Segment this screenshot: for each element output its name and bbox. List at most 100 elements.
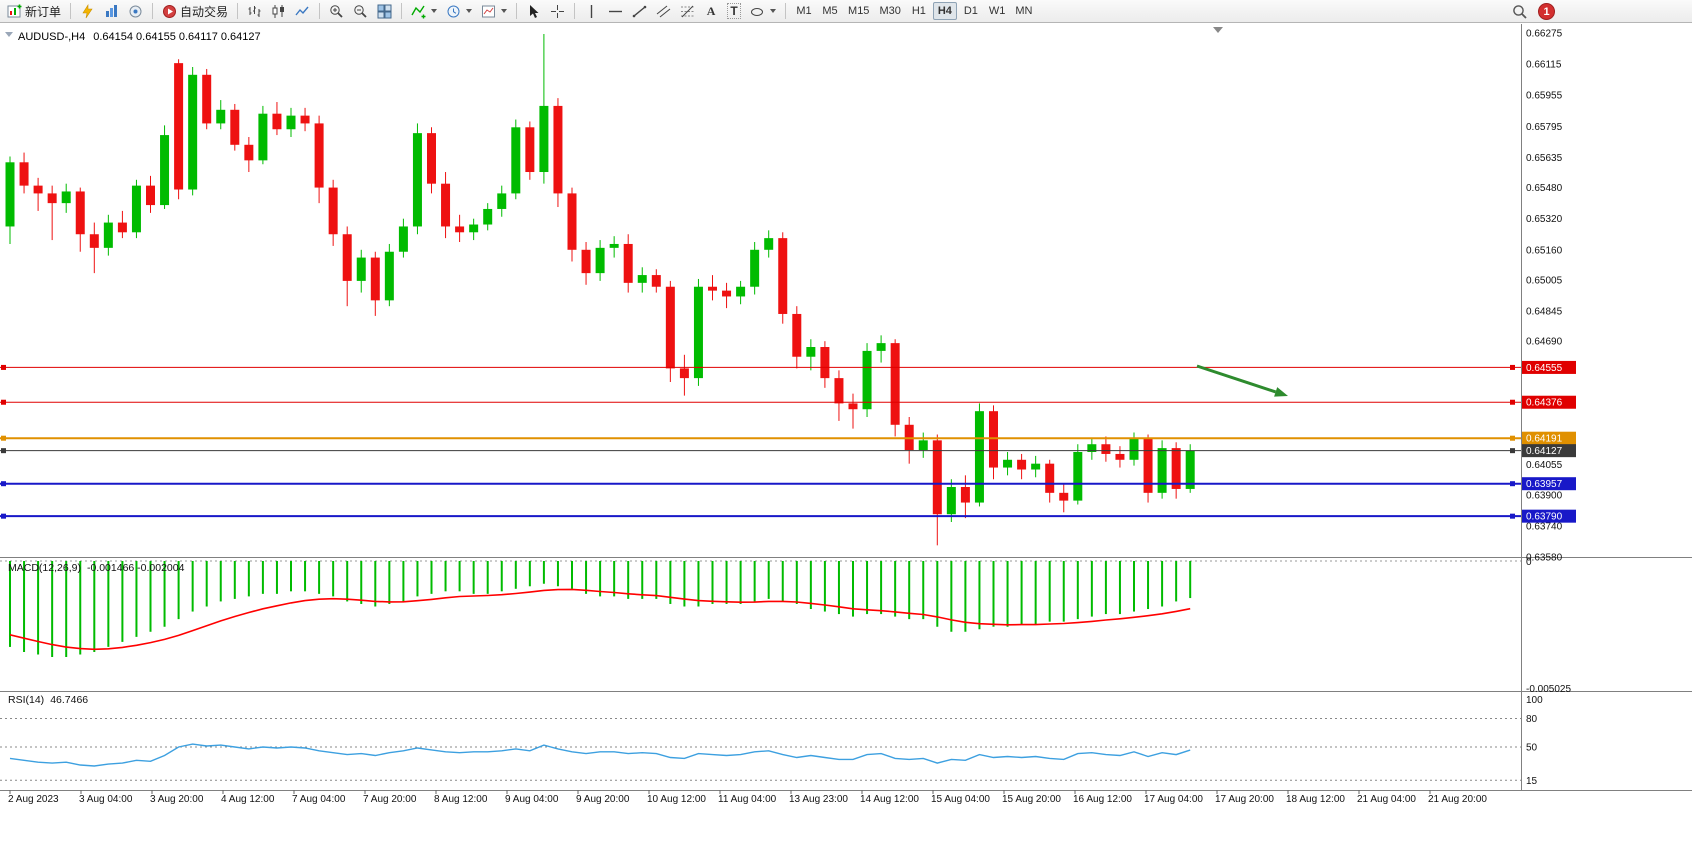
candle xyxy=(216,100,226,130)
horizontal-line-object[interactable] xyxy=(0,513,1521,519)
line-handle[interactable] xyxy=(1,513,6,519)
horizontal-line-object[interactable] xyxy=(0,448,1521,454)
vertical-line-tool-button[interactable] xyxy=(580,1,603,21)
crosshair-button[interactable] xyxy=(546,1,569,21)
notification-badge[interactable]: 1 xyxy=(1538,3,1555,20)
candle xyxy=(722,282,732,309)
candlestick-chart-button[interactable] xyxy=(267,1,290,21)
line-handle[interactable] xyxy=(1510,481,1515,487)
candle xyxy=(974,403,984,507)
price-chart[interactable]: 0.66275 0.66115 0.65955 0.65795 0.65635 0.654… xyxy=(0,24,1692,853)
market-watch-button[interactable] xyxy=(100,1,123,21)
time-axis-label: 15 Aug 04:00 xyxy=(931,794,990,805)
cursor-button[interactable] xyxy=(522,1,545,21)
fibonacci-tool-button[interactable] xyxy=(676,1,699,21)
timeframe-button-w1[interactable]: W1 xyxy=(985,2,1010,20)
label-tool-button[interactable]: T xyxy=(723,1,745,21)
cursor-icon xyxy=(530,4,539,18)
timeframe-button-h1[interactable]: H1 xyxy=(907,2,931,20)
auto-trading-icon xyxy=(163,4,177,18)
candle xyxy=(146,175,155,213)
candle xyxy=(47,185,57,241)
horizontal-line-object[interactable] xyxy=(0,399,1521,405)
text-tool-button[interactable]: A xyxy=(700,1,722,21)
candle xyxy=(848,393,858,429)
timeframe-button-mn[interactable]: MN xyxy=(1011,2,1036,20)
shapes-dropdown-button[interactable] xyxy=(746,1,780,21)
rsi-level-label: 15 xyxy=(1526,776,1538,787)
candle xyxy=(342,226,352,307)
new-chart-icon xyxy=(82,3,93,18)
one-click-trading-toggle[interactable] xyxy=(5,32,13,37)
line-handle[interactable] xyxy=(1510,364,1515,370)
price-axis-label: 0.64845 xyxy=(1526,307,1563,318)
line-handle[interactable] xyxy=(1,364,6,370)
time-axis-label: 4 Aug 12:00 xyxy=(221,794,275,805)
bar-chart-button[interactable] xyxy=(243,1,266,21)
time-axis-label: 15 Aug 20:00 xyxy=(1002,794,1061,805)
line-handle[interactable] xyxy=(1510,513,1515,519)
price-axis-label: 0.65160 xyxy=(1526,245,1563,256)
line-handle[interactable] xyxy=(1,481,6,487)
candle xyxy=(1171,442,1181,499)
line-handle[interactable] xyxy=(1,399,6,405)
timeframe-button-d1[interactable]: D1 xyxy=(959,2,983,20)
candle xyxy=(637,267,647,293)
line-handle[interactable] xyxy=(1,448,6,454)
candle xyxy=(890,339,900,437)
toolbar-separator xyxy=(401,3,403,19)
candle xyxy=(932,434,942,546)
new-order-button[interactable]: 新订单 xyxy=(3,1,65,21)
candle xyxy=(764,230,774,258)
candle xyxy=(33,177,43,211)
price-axis-label: 0.63580 xyxy=(1526,553,1563,564)
tile-windows-button[interactable] xyxy=(373,1,396,21)
toolbar-separator xyxy=(70,3,72,19)
candle xyxy=(1073,444,1083,505)
time-axis-label: 13 Aug 23:00 xyxy=(789,794,848,805)
chart-shift-marker[interactable] xyxy=(1213,27,1223,33)
zoom-out-button[interactable] xyxy=(349,1,372,21)
time-axis-label: 16 Aug 12:00 xyxy=(1073,794,1132,805)
horizontal-line-object[interactable] xyxy=(0,435,1521,441)
horizontal-line-object[interactable] xyxy=(0,364,1521,370)
time-axis-label: 17 Aug 20:00 xyxy=(1215,794,1274,805)
horizontal-line-tool-button[interactable] xyxy=(604,1,627,21)
channel-tool-button[interactable] xyxy=(652,1,675,21)
new-chart-button[interactable] xyxy=(76,1,99,21)
timeframe-button-m5[interactable]: M5 xyxy=(818,2,842,20)
candle xyxy=(497,185,507,217)
line-handle[interactable] xyxy=(1510,435,1515,441)
navigator-button[interactable] xyxy=(124,1,147,21)
macd-scale-top: 0 xyxy=(1526,557,1532,568)
line-handle[interactable] xyxy=(1,435,6,441)
auto-trading-label: 自动交易 xyxy=(180,4,229,19)
candle xyxy=(300,107,310,132)
search-icon[interactable] xyxy=(1512,4,1528,20)
line-chart-button[interactable] xyxy=(291,1,314,21)
horizontal-line-object[interactable] xyxy=(0,481,1521,487)
price-badge: 0.64191 xyxy=(1522,431,1576,445)
timeframe-button-m1[interactable]: M1 xyxy=(792,2,816,20)
candle xyxy=(174,59,184,200)
price-badge: 0.64555 xyxy=(1522,360,1576,374)
candle xyxy=(567,187,577,262)
auto-trading-button[interactable]: 自动交易 xyxy=(158,1,232,21)
timeframe-button-h4[interactable]: H4 xyxy=(932,2,957,20)
line-handle[interactable] xyxy=(1510,448,1515,454)
zoom-in-button[interactable] xyxy=(325,1,348,21)
timeframe-button-m15[interactable]: M15 xyxy=(844,2,873,20)
time-axis-label: 9 Aug 20:00 xyxy=(576,794,630,805)
arrow-annotation[interactable] xyxy=(1196,364,1288,397)
line-handle[interactable] xyxy=(1510,399,1515,405)
candle xyxy=(244,137,254,173)
templates-dropdown-button[interactable] xyxy=(477,1,511,21)
indicators-dropdown-button[interactable] xyxy=(407,1,441,21)
candle xyxy=(441,172,451,239)
periods-dropdown-button[interactable] xyxy=(442,1,476,21)
trendline-tool-button[interactable] xyxy=(628,1,651,21)
candle xyxy=(904,417,914,464)
timeframe-button-m30[interactable]: M30 xyxy=(875,2,904,20)
candle xyxy=(623,234,633,293)
indicators-icon xyxy=(411,5,426,18)
